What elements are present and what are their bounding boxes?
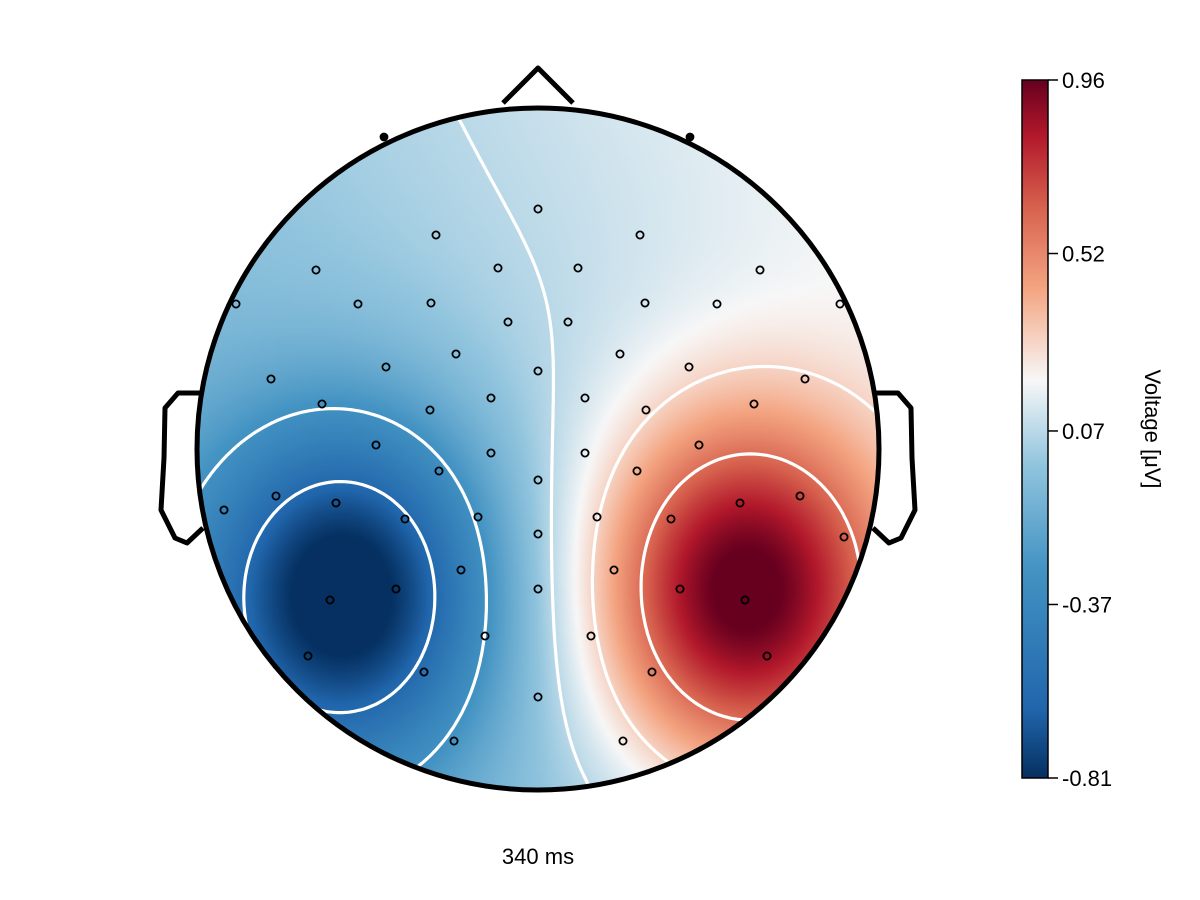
electrode-marker bbox=[740, 595, 750, 605]
electrode-marker bbox=[325, 595, 335, 605]
electrode-marker bbox=[615, 349, 625, 359]
electrode-marker bbox=[371, 440, 381, 450]
electrode-marker bbox=[749, 399, 759, 409]
nose bbox=[501, 65, 575, 105]
colorbar-tick-label: 0.52 bbox=[1062, 242, 1105, 267]
colorbar-label: Voltage [μV] bbox=[1140, 369, 1165, 488]
right-ear bbox=[871, 390, 918, 546]
electrode-marker bbox=[839, 532, 849, 542]
colorbar-tick-label: 0.07 bbox=[1062, 419, 1105, 444]
electrode-marker bbox=[353, 299, 363, 309]
electrode-marker bbox=[486, 393, 496, 403]
electrode-marker bbox=[632, 466, 642, 476]
colorbar-tick-label: -0.81 bbox=[1062, 766, 1112, 791]
electrode-marker bbox=[641, 405, 651, 415]
head-outline bbox=[158, 65, 918, 793]
electrode-marker bbox=[449, 736, 459, 746]
electrodes bbox=[219, 132, 849, 746]
electrode-marker bbox=[533, 529, 543, 539]
electrode-marker bbox=[533, 692, 543, 702]
electrode-marker bbox=[331, 498, 341, 508]
electrode-marker bbox=[592, 512, 602, 522]
electrode-marker bbox=[533, 584, 543, 594]
electrode-marker bbox=[609, 565, 619, 575]
electrode-marker bbox=[451, 349, 461, 359]
electrode-marker bbox=[735, 498, 745, 508]
electrode-marker bbox=[219, 505, 229, 515]
electrode-marker bbox=[303, 651, 313, 661]
electrode-marker bbox=[755, 265, 765, 275]
electrode-marker bbox=[231, 299, 241, 309]
electrode-marker bbox=[379, 132, 389, 142]
electrode-marker bbox=[580, 448, 590, 458]
electrode-marker bbox=[271, 491, 281, 501]
electrode-marker bbox=[586, 631, 596, 641]
colorbar-gradient bbox=[1021, 79, 1049, 779]
electrode-marker bbox=[480, 631, 490, 641]
colorbar-tick-label: 0.96 bbox=[1062, 68, 1105, 93]
electrode-marker bbox=[311, 265, 321, 275]
colorbar-tick-label: -0.37 bbox=[1062, 592, 1112, 617]
electrode-marker bbox=[503, 317, 513, 327]
time-label: 340 ms bbox=[502, 844, 574, 869]
electrode-marker bbox=[493, 263, 503, 273]
electrode-marker bbox=[381, 362, 391, 372]
electrode-marker bbox=[712, 299, 722, 309]
electrode-marker bbox=[426, 298, 436, 308]
electrode-marker bbox=[434, 466, 444, 476]
electrode-marker bbox=[618, 736, 628, 746]
electrode-marker bbox=[666, 514, 676, 524]
electrode-marker bbox=[640, 298, 650, 308]
electrode-marker bbox=[533, 204, 543, 214]
head-circle bbox=[194, 105, 882, 793]
electrode-marker bbox=[762, 651, 772, 661]
electrode-marker bbox=[573, 263, 583, 273]
electrode-marker bbox=[647, 667, 657, 677]
electrode-marker bbox=[533, 366, 543, 376]
electrode-marker bbox=[635, 230, 645, 240]
electrode-marker bbox=[419, 667, 429, 677]
electrode-marker bbox=[800, 374, 810, 384]
electrode-marker bbox=[317, 399, 327, 409]
voltage-heatmap bbox=[197, 108, 879, 790]
scalp-map bbox=[197, 108, 879, 790]
electrode-marker bbox=[391, 584, 401, 594]
electrode-marker bbox=[835, 299, 845, 309]
electrode-marker bbox=[675, 584, 685, 594]
electrode-marker bbox=[694, 440, 704, 450]
electrode-marker bbox=[685, 132, 695, 142]
electrode-marker bbox=[533, 475, 543, 485]
colorbar: 0.96 0.52 0.07 -0.37 -0.81 Voltage [μV] bbox=[1021, 68, 1165, 791]
electrode-marker bbox=[563, 317, 573, 327]
colorbar-ticks: 0.96 0.52 0.07 -0.37 -0.81 bbox=[1048, 68, 1112, 791]
electrode-marker bbox=[473, 512, 483, 522]
electrode-marker bbox=[431, 230, 441, 240]
electrode-marker bbox=[580, 393, 590, 403]
left-ear bbox=[158, 390, 205, 546]
electrode-marker bbox=[400, 514, 410, 524]
electrode-marker bbox=[425, 405, 435, 415]
electrode-marker bbox=[266, 374, 276, 384]
electrode-marker bbox=[795, 491, 805, 501]
electrode-marker bbox=[684, 362, 694, 372]
electrode-marker bbox=[486, 448, 496, 458]
electrode-marker bbox=[456, 565, 466, 575]
